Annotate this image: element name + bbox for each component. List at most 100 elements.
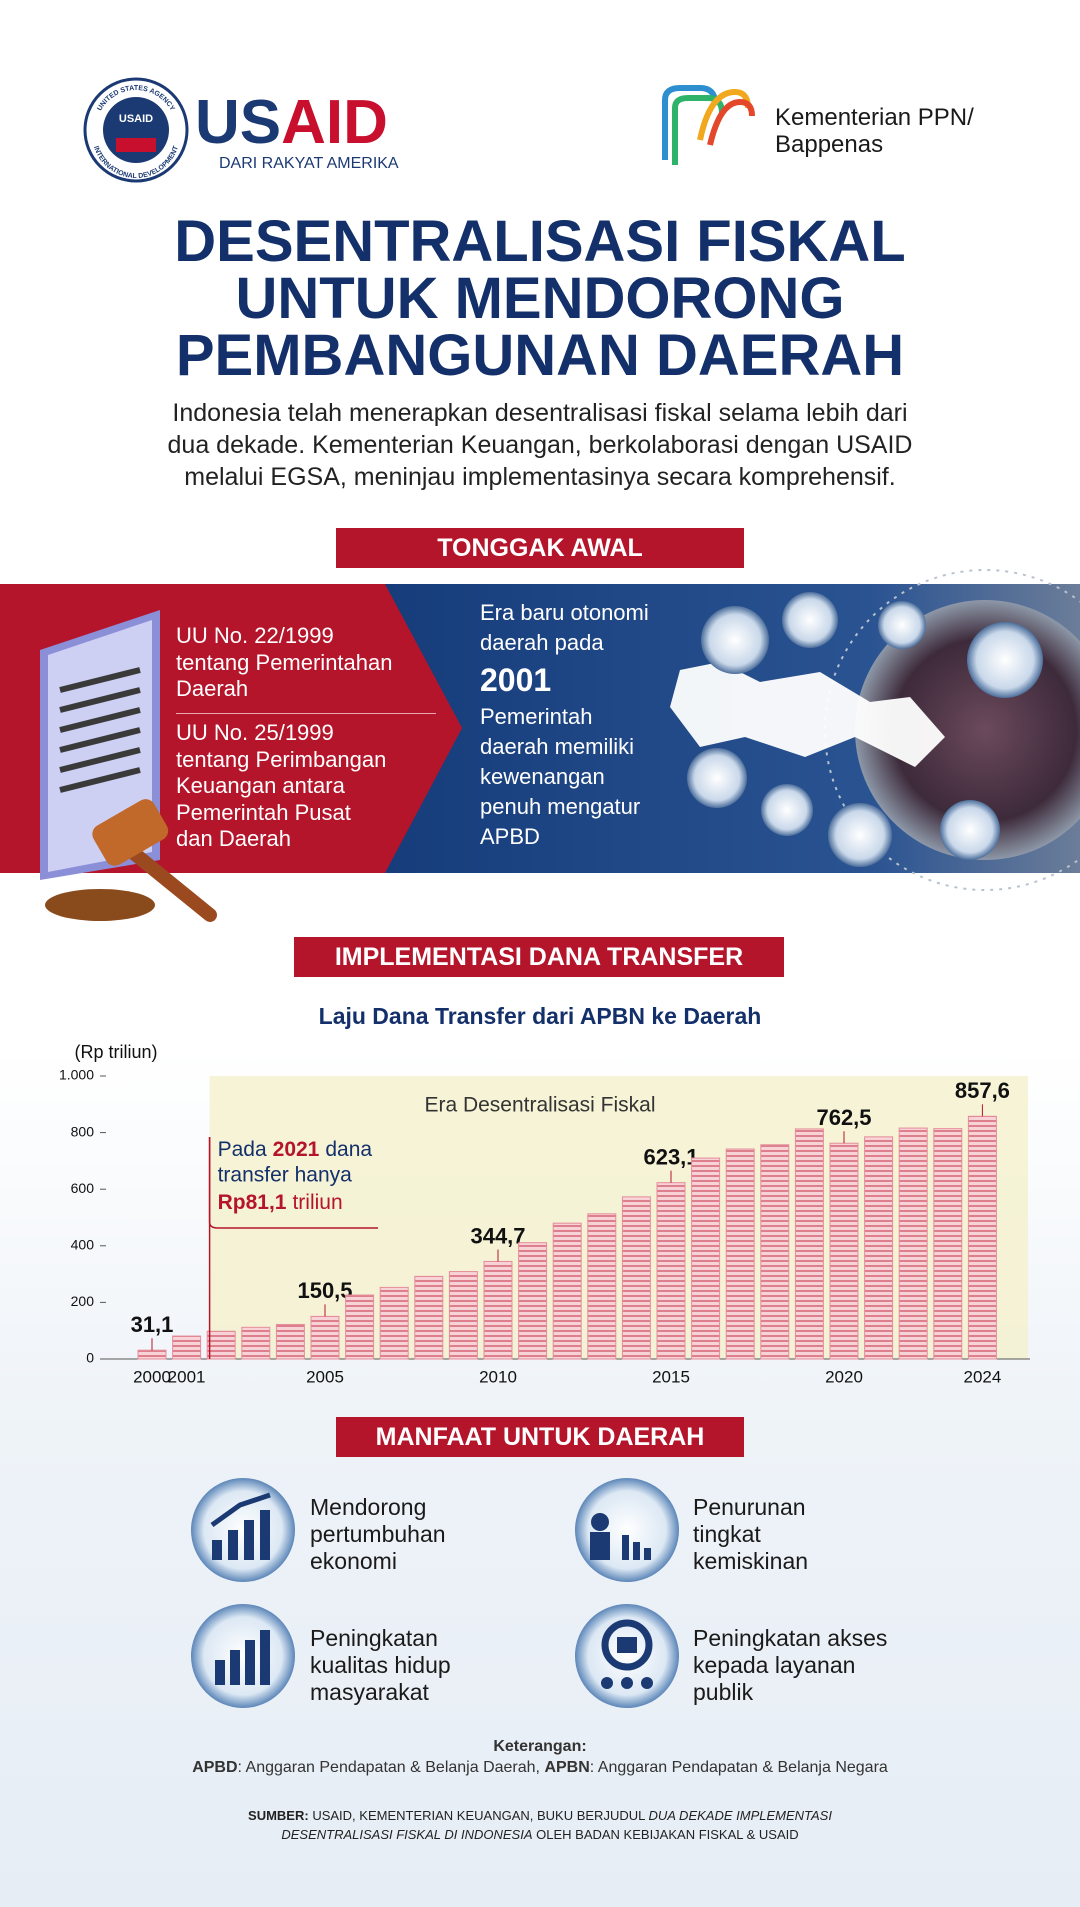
- logo-part: AID: [281, 88, 388, 157]
- shaded-label: Era Desentralisasi Fiskal: [424, 1094, 655, 1117]
- title-line: UNTUK MENDORONG: [235, 266, 845, 331]
- law-line: Daerah: [176, 676, 249, 701]
- intro: Indonesia telah menerapkan desentralisas…: [0, 397, 1080, 493]
- benefit-line: kemiskinan: [693, 1548, 809, 1574]
- x-tick-label: 2020: [825, 1367, 863, 1386]
- era-line: Era baru otonomi: [480, 600, 649, 625]
- bar: [656, 1182, 686, 1360]
- chart-title: Laju Dana Transfer dari APBN ke Daerah: [319, 1003, 762, 1029]
- source: SUMBER: USAID, KEMENTERIAN KEUANGAN, BUK…: [230, 1806, 850, 1844]
- era-year: 2001: [480, 662, 552, 698]
- callout-line: transfer hanya: [218, 1164, 353, 1187]
- bar: [829, 1142, 859, 1360]
- law-line: Keuangan antara: [176, 773, 345, 798]
- note-term: APBD: [192, 1759, 238, 1776]
- partner-name: Kementerian PPN/ Bappenas: [775, 104, 974, 158]
- bubble: [967, 622, 1043, 698]
- seal-top: UNITED STATES AGENCY: [96, 85, 175, 113]
- era-line: penuh mengatur: [480, 794, 641, 819]
- callout-amount: Rp81,1: [218, 1191, 287, 1214]
- benefit-line: Mendorong: [310, 1494, 427, 1520]
- law-line: UU No. 22/1999: [176, 623, 334, 648]
- bar: [691, 1157, 721, 1360]
- bar: [483, 1260, 513, 1360]
- partner-line: Kementerian PPN/: [775, 104, 974, 131]
- era-line: daerah memiliki: [480, 734, 635, 759]
- x-tick-label: 2010: [479, 1367, 517, 1386]
- title-line: DESENTRALISASI FISKAL: [174, 209, 906, 274]
- value-label: 344,7: [470, 1223, 525, 1248]
- bar: [379, 1286, 409, 1360]
- benefit-line: pertumbuhan: [310, 1521, 446, 1547]
- usaid-logo: UNITED STATES AGENCY INTERNATIONAL DEVEL…: [92, 85, 399, 180]
- x-tick-label: 2001: [168, 1367, 206, 1386]
- callout-year: 2021: [273, 1138, 320, 1161]
- y-tick-label: 400: [71, 1237, 95, 1253]
- note-term: APBN: [544, 1759, 590, 1776]
- separator: [176, 713, 436, 714]
- bar: [241, 1326, 271, 1360]
- law-line: tentang Perimbangan: [176, 746, 387, 772]
- bar: [206, 1330, 236, 1360]
- bar: [172, 1335, 202, 1360]
- bar: [621, 1196, 651, 1360]
- y-tick-label: 0: [86, 1350, 94, 1366]
- x-tick-label: 2005: [306, 1367, 344, 1386]
- chart: Laju Dana Transfer dari APBN ke Daerah (…: [59, 1003, 1030, 1386]
- note-definition: : Anggaran Pendapatan & Belanja Negara: [589, 1759, 888, 1776]
- benefit-line: tingkat: [693, 1521, 761, 1547]
- bar: [448, 1271, 478, 1360]
- bar: [725, 1148, 755, 1360]
- bar: [587, 1213, 617, 1360]
- note-definition: : Anggaran Pendapatan & Belanja Daerah,: [237, 1759, 540, 1776]
- era-line: daerah pada: [480, 630, 604, 655]
- callout-box: [208, 1137, 378, 1229]
- seal-stripes: [116, 138, 156, 152]
- bubble: [761, 784, 813, 836]
- seal-text: INTERNATIONAL DEVELOPMENT: [92, 144, 180, 180]
- section-heading: TONGGAK AWAL: [336, 528, 744, 568]
- bubble: [940, 800, 1000, 860]
- usaid-wordmark: USAID: [195, 88, 388, 157]
- source-label: SUMBER:: [248, 1808, 309, 1823]
- y-tick-label: 600: [71, 1180, 95, 1196]
- benefit-line: Penurunan: [693, 1494, 806, 1520]
- benefit: Peningkatan akses kepada layanan publik: [693, 1625, 887, 1706]
- x-tick-label: 2024: [963, 1367, 1001, 1386]
- benefit-line: kepada layanan: [693, 1652, 856, 1678]
- value-label: 623,1: [643, 1144, 698, 1169]
- benefit: Penurunan tingkat kemiskinan: [693, 1494, 808, 1575]
- section-heading: MANFAAT UNTUK DAERAH: [336, 1417, 744, 1457]
- value-label: 857,6: [955, 1078, 1010, 1103]
- benefit-line: Peningkatan akses: [693, 1625, 888, 1651]
- bar: [137, 1349, 167, 1360]
- bar: [414, 1275, 444, 1360]
- gavel-base: [45, 889, 155, 921]
- law-1: UU No. 22/1999 tentang Pemerintahan Daer…: [176, 623, 393, 703]
- y-tick-label: 1.000: [59, 1067, 94, 1083]
- callout-text: dana: [325, 1138, 372, 1161]
- document-lines: [59, 667, 141, 793]
- bar: [518, 1242, 548, 1360]
- gavel-head: [92, 799, 169, 866]
- x-tick-label: 2015: [652, 1367, 690, 1386]
- value-label: 150,5: [297, 1278, 352, 1303]
- y-tick-label: 200: [71, 1293, 95, 1309]
- benefit-line: publik: [693, 1679, 754, 1705]
- law-line: dan Daerah: [176, 826, 291, 851]
- source-text: USAID, KEMENTERIAN KEUANGAN, BUKU BERJUD…: [312, 1808, 645, 1823]
- era: Era baru otonomi daerah pada 2001 Pemeri…: [480, 598, 649, 852]
- callout-text: triliun: [292, 1191, 342, 1214]
- bubble: [701, 606, 769, 674]
- source-book: DUA DEKADE IMPLEMENTASI DESENTRALISASI F…: [281, 1808, 832, 1842]
- notes-line: APBD: Anggaran Pendapatan & Belanja Daer…: [0, 1757, 1080, 1778]
- bar: [898, 1127, 928, 1360]
- seal-text: UNITED STATES AGENCY: [96, 85, 175, 113]
- benefit-line: Peningkatan: [310, 1625, 438, 1651]
- map: [670, 662, 945, 767]
- bar: [275, 1323, 305, 1360]
- gavel-handle: [123, 843, 217, 922]
- benefit-line: kualitas hidup: [310, 1652, 451, 1678]
